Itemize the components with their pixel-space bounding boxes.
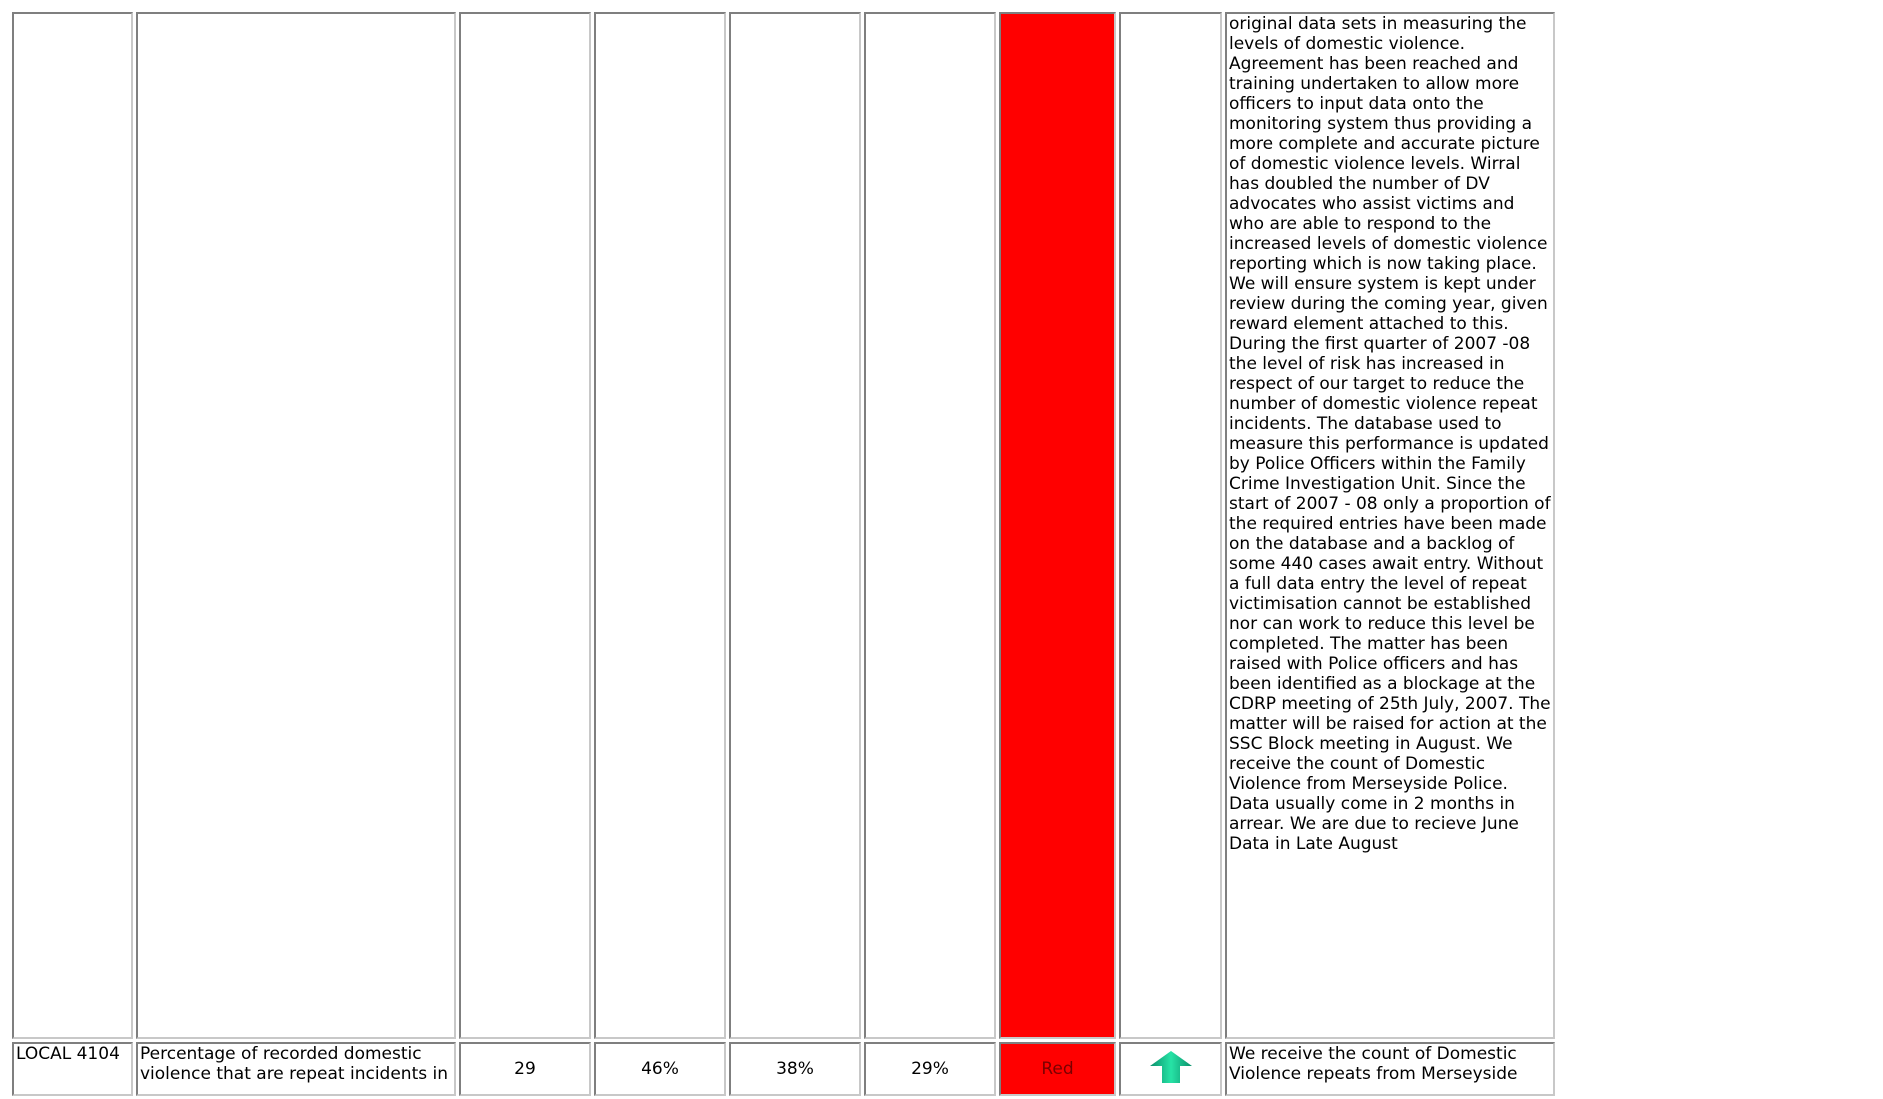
performance-table: original data sets in measuring the leve…: [9, 9, 1558, 1099]
code-cell: [12, 12, 133, 1039]
status-cell: [999, 12, 1116, 1039]
commentary-text: original data sets in measuring the leve…: [1229, 14, 1551, 854]
status-cell: Red: [999, 1042, 1116, 1096]
trend-cell: [1119, 12, 1222, 1039]
code-cell: LOCAL 4104: [12, 1042, 133, 1096]
value-4: 29%: [911, 1059, 949, 1079]
table-row: LOCAL 4104 Percentage of recorded domest…: [12, 1042, 1555, 1096]
value-cell: 46%: [594, 1042, 726, 1096]
value-1: 29: [514, 1059, 536, 1079]
value-cell: 29: [459, 1042, 591, 1096]
commentary-text: We receive the count of Domestic Violenc…: [1229, 1044, 1518, 1084]
indicator-code: LOCAL 4104: [16, 1044, 120, 1064]
trend-cell: [1119, 1042, 1222, 1096]
value-cell: [459, 12, 591, 1039]
value-cell: 29%: [864, 1042, 996, 1096]
value-cell: [864, 12, 996, 1039]
table-row: original data sets in measuring the leve…: [12, 12, 1555, 1039]
value-3: 38%: [776, 1059, 814, 1079]
indicator-description: Percentage of recorded domestic violence…: [140, 1044, 449, 1084]
value-cell: [594, 12, 726, 1039]
commentary-cell: original data sets in measuring the leve…: [1225, 12, 1555, 1039]
value-2: 46%: [641, 1059, 679, 1079]
description-cell: Percentage of recorded domestic violence…: [136, 1042, 456, 1096]
value-cell: [729, 12, 861, 1039]
status-label: Red: [1041, 1059, 1074, 1079]
value-cell: 38%: [729, 1042, 861, 1096]
description-cell: [136, 12, 456, 1039]
commentary-cell: We receive the count of Domestic Violenc…: [1225, 1042, 1555, 1096]
up-arrow-icon: [1149, 1050, 1193, 1089]
